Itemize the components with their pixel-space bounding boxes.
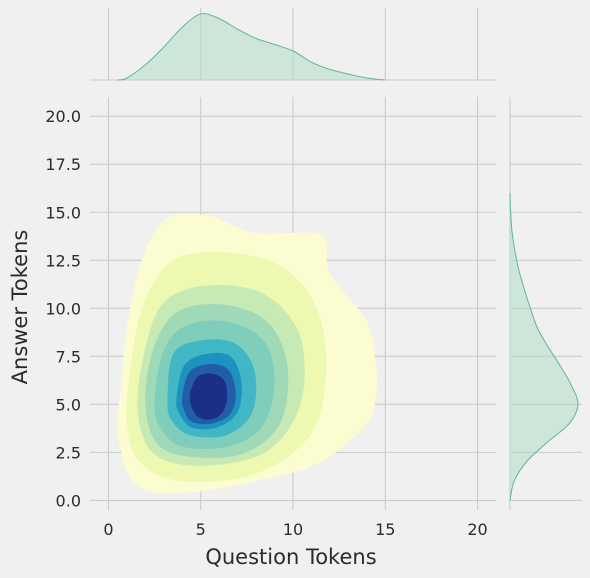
x-tick-label: 15 <box>375 520 395 539</box>
y-tick-label: 2.5 <box>56 443 81 462</box>
y-tick-label: 0.0 <box>56 491 81 510</box>
y-axis-label: Answer Tokens <box>8 230 32 385</box>
x-tick-labels: 0 5 10 15 20 <box>103 520 487 539</box>
y-tick-labels: 0.0 2.5 5.0 7.5 10.0 12.5 15.0 17.5 20.0 <box>45 107 81 510</box>
kde-contours <box>116 213 378 494</box>
y-tick-label: 20.0 <box>45 107 81 126</box>
top-marginal-panel <box>90 8 496 81</box>
y-tick-label: 17.5 <box>45 155 81 174</box>
right-marginal-panel <box>509 97 582 510</box>
y-tick-label: 7.5 <box>56 347 81 366</box>
y-marginal-density-line <box>509 192 579 501</box>
x-marginal-density-area <box>117 13 386 80</box>
kde-contour-level-9 <box>189 373 228 420</box>
main-kde-panel <box>90 97 496 510</box>
y-tick-label: 5.0 <box>56 395 81 414</box>
y-tick-label: 15.0 <box>45 203 81 222</box>
x-axis-label: Question Tokens <box>205 545 376 569</box>
y-marginal-density-area <box>510 193 579 501</box>
y-tick-label: 10.0 <box>45 299 81 318</box>
x-tick-label: 5 <box>196 520 206 539</box>
x-tick-label: 0 <box>103 520 113 539</box>
x-tick-label: 10 <box>283 520 303 539</box>
y-tick-label: 12.5 <box>45 251 81 270</box>
x-marginal-density-line <box>117 13 386 81</box>
x-tick-label: 20 <box>467 520 487 539</box>
